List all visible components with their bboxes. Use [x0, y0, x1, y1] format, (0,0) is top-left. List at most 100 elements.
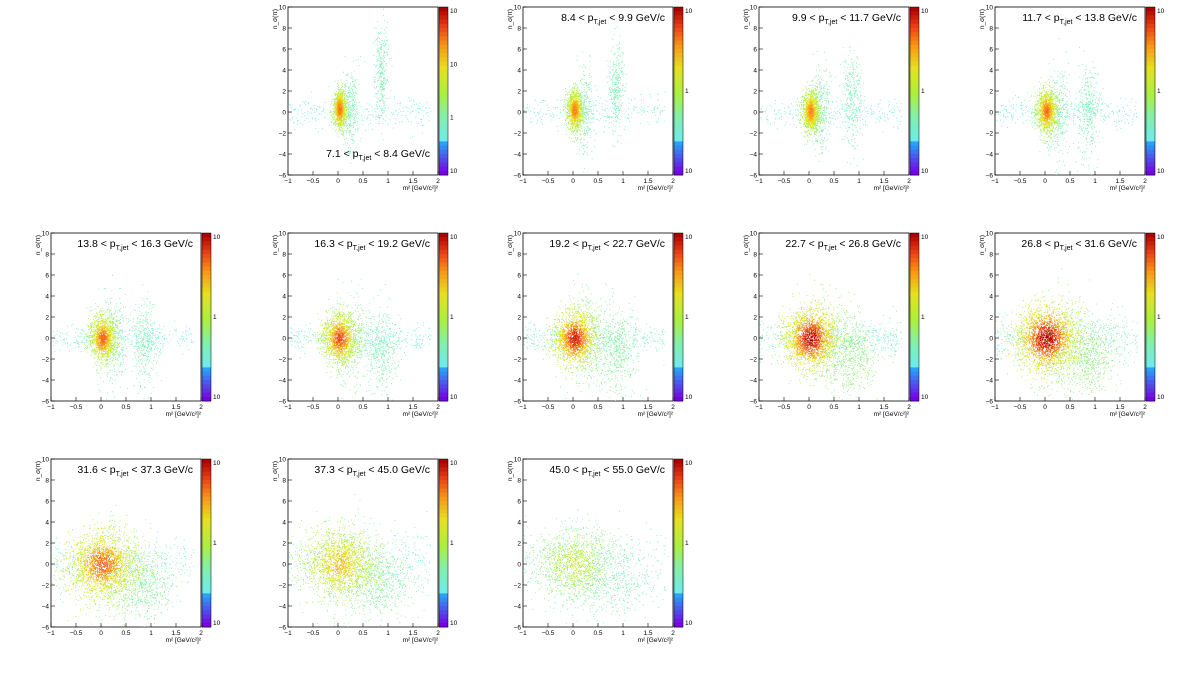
y-tick-label: 6 [282, 272, 286, 279]
x-tick-label: 2 [436, 630, 440, 637]
colorbar-frame [909, 6, 920, 176]
colorbar-segment [202, 480, 211, 485]
colorbar-segment [674, 354, 683, 360]
colorbar-segment [439, 162, 448, 168]
colorbar-segment [1146, 367, 1155, 373]
colorbar: 10 1 10 [673, 232, 693, 402]
colorbar-label: 1 [685, 88, 689, 95]
colorbar-segment [439, 86, 448, 92]
y-tick-label: −6 [42, 624, 50, 631]
colorbar-segment [674, 166, 683, 172]
colorbar-segment [674, 459, 683, 464]
colorbar-segment [674, 116, 683, 121]
y-tick-label: 10 [514, 230, 522, 237]
colorbar-segment [202, 530, 211, 536]
panel-title: 7.1 < pT,jet < 8.4 GeV/c [326, 148, 430, 162]
title-main: 11.7 < p [1022, 12, 1060, 24]
colorbar-segment [1146, 116, 1155, 121]
colorbar-segment [202, 342, 211, 347]
colorbar-segment [674, 312, 683, 318]
colorbar-segment [1146, 275, 1155, 280]
density-bin [1028, 319, 1065, 361]
colorbar-segment [439, 137, 448, 142]
colorbar-segment [439, 380, 448, 385]
colorbar-segment [439, 78, 448, 84]
x-tick-label: −1 [47, 630, 55, 637]
y-tick-label: 10 [750, 230, 758, 237]
colorbar-segment [1146, 254, 1155, 259]
colorbar-segment [910, 396, 919, 402]
colorbar-segment [439, 543, 448, 548]
colorbar-segment [439, 300, 448, 305]
colorbar-segment [202, 308, 211, 314]
colorbar-segment [439, 275, 448, 280]
colorbar-segment [439, 19, 448, 25]
colorbar-segment [202, 359, 211, 364]
density-bin [568, 329, 582, 348]
colorbar-segment [1146, 15, 1155, 21]
x-tick-label: 0.5 [1065, 178, 1074, 185]
colorbar-segment [674, 496, 683, 502]
colorbar-segment [910, 367, 919, 373]
colorbar-segment [202, 333, 211, 339]
y-tick-label: 10 [750, 4, 758, 11]
colorbar-segment [1146, 145, 1155, 151]
colorbar-segment [674, 522, 683, 527]
colorbar-segment [910, 388, 919, 394]
colorbar-segment [202, 459, 211, 464]
colorbar-segment [674, 304, 683, 310]
colorbar-label: 1 [685, 314, 689, 321]
colorbar-segment [439, 534, 448, 540]
colorbar-segment [674, 572, 683, 578]
colorbar-segment [1146, 158, 1155, 163]
colorbar-segment [439, 501, 448, 506]
colorbar-segment [439, 618, 448, 624]
colorbar-segment [202, 338, 211, 343]
y-tick-label: 2 [989, 314, 993, 321]
colorbar-segment [202, 275, 211, 280]
y-tick-label: 2 [45, 314, 49, 321]
colorbar-segment [674, 484, 683, 489]
colorbar-segment [910, 270, 919, 276]
colorbar-segment [202, 245, 211, 251]
colorbar-segment [439, 329, 448, 335]
y-tick-label: −4 [279, 151, 287, 158]
x-axis-label: m² [GeV/c²]² [166, 411, 202, 418]
colorbar-segment [439, 522, 448, 527]
y-tick-label: −6 [42, 398, 50, 405]
colorbar-segment [910, 291, 919, 297]
x-tick-label: −1 [991, 404, 999, 411]
density-bin [541, 530, 608, 598]
plot-frame [287, 232, 439, 402]
colorbar-segment [439, 538, 448, 544]
colorbar-label: 10 [921, 8, 929, 15]
colorbar-segment [202, 325, 211, 331]
colorbar-segment [439, 505, 448, 510]
colorbar-segment [674, 618, 683, 624]
y-tick-label: 10 [42, 230, 50, 237]
colorbar-segment [439, 585, 448, 590]
colorbar-label: 10 [1157, 168, 1165, 175]
colorbar-segment [910, 241, 919, 247]
x-axis-label: m² [GeV/c²]² [874, 411, 910, 418]
colorbar-segment [202, 618, 211, 624]
density-bin [523, 313, 666, 366]
colorbar-segment [910, 287, 919, 293]
colorbar-frame [673, 6, 684, 176]
x-tick-label: −1 [519, 178, 527, 185]
colorbar-segment [1146, 371, 1155, 377]
y-tick-label: 4 [753, 293, 757, 300]
colorbar-segment [1146, 7, 1155, 12]
colorbar-segment [674, 120, 683, 126]
colorbar-segment [674, 568, 683, 573]
colorbar-segment [674, 91, 683, 96]
colorbar-label: 10 [921, 234, 929, 241]
x-axis-label: m² [GeV/c²]² [874, 185, 910, 192]
colorbar-segment [1146, 23, 1155, 29]
x-tick-label: 1 [1093, 404, 1097, 411]
y-tick-label: 8 [282, 477, 286, 484]
y-tick-label: −4 [279, 603, 287, 610]
colorbar-segment [439, 36, 448, 42]
x-tick-label: 2 [671, 404, 675, 411]
x-tick-label: 2 [671, 178, 675, 185]
